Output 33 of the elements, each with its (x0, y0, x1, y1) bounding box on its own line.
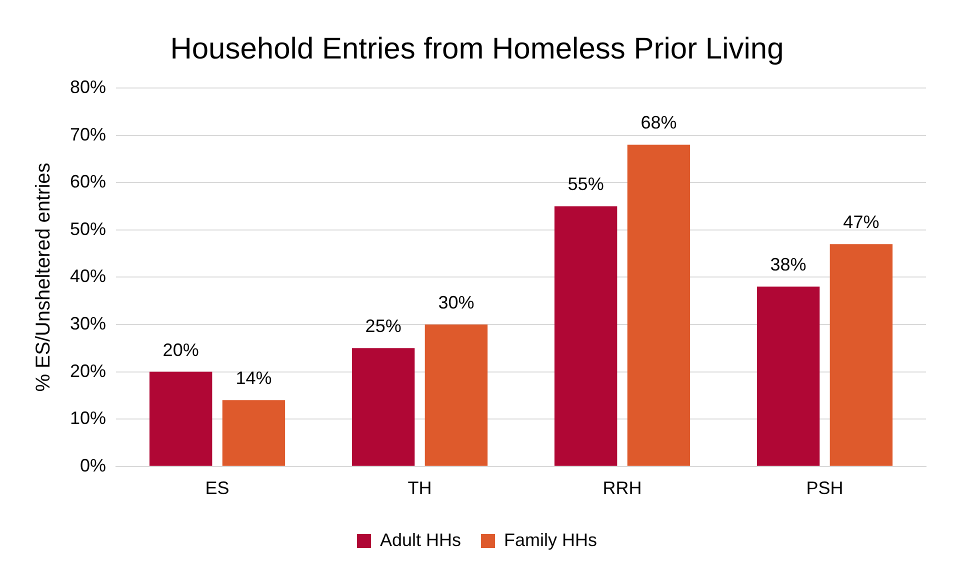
y-tick-label: 70% (70, 124, 106, 144)
bar (830, 244, 893, 466)
y-tick-label: 40% (70, 266, 106, 286)
y-tick-label: 60% (70, 172, 106, 192)
data-label: 55% (568, 174, 604, 194)
data-label: 25% (365, 316, 402, 336)
bar (149, 372, 212, 466)
chart-title: Household Entries from Homeless Prior Living (170, 32, 784, 66)
y-tick-label: 30% (70, 313, 106, 334)
x-tick-label: PSH (806, 478, 844, 498)
bar (554, 206, 618, 466)
data-label: 20% (162, 340, 199, 360)
data-label: 47% (843, 212, 880, 232)
bar (424, 324, 488, 466)
y-tick-label: 0% (80, 455, 106, 476)
bar (627, 144, 690, 466)
data-label: 30% (438, 292, 474, 312)
y-tick-label: 10% (70, 408, 106, 428)
data-label: 68% (640, 112, 677, 133)
x-tick-label: RRH (602, 478, 642, 498)
y-tick-label: 20% (70, 360, 106, 381)
x-tick-label: ES (205, 478, 230, 498)
data-label: 14% (236, 368, 272, 388)
y-axis-title: % ES/Unsheltered entries (32, 162, 55, 392)
y-tick-label: 80% (70, 76, 106, 97)
bar (352, 348, 415, 466)
legend-label: Family HHs (504, 530, 598, 550)
data-label: 38% (770, 254, 806, 275)
y-tick-label: 50% (70, 218, 106, 239)
bar (222, 400, 286, 466)
legend-label: Adult HHs (380, 530, 462, 550)
bar (756, 286, 820, 466)
x-tick-label: TH (408, 478, 432, 498)
